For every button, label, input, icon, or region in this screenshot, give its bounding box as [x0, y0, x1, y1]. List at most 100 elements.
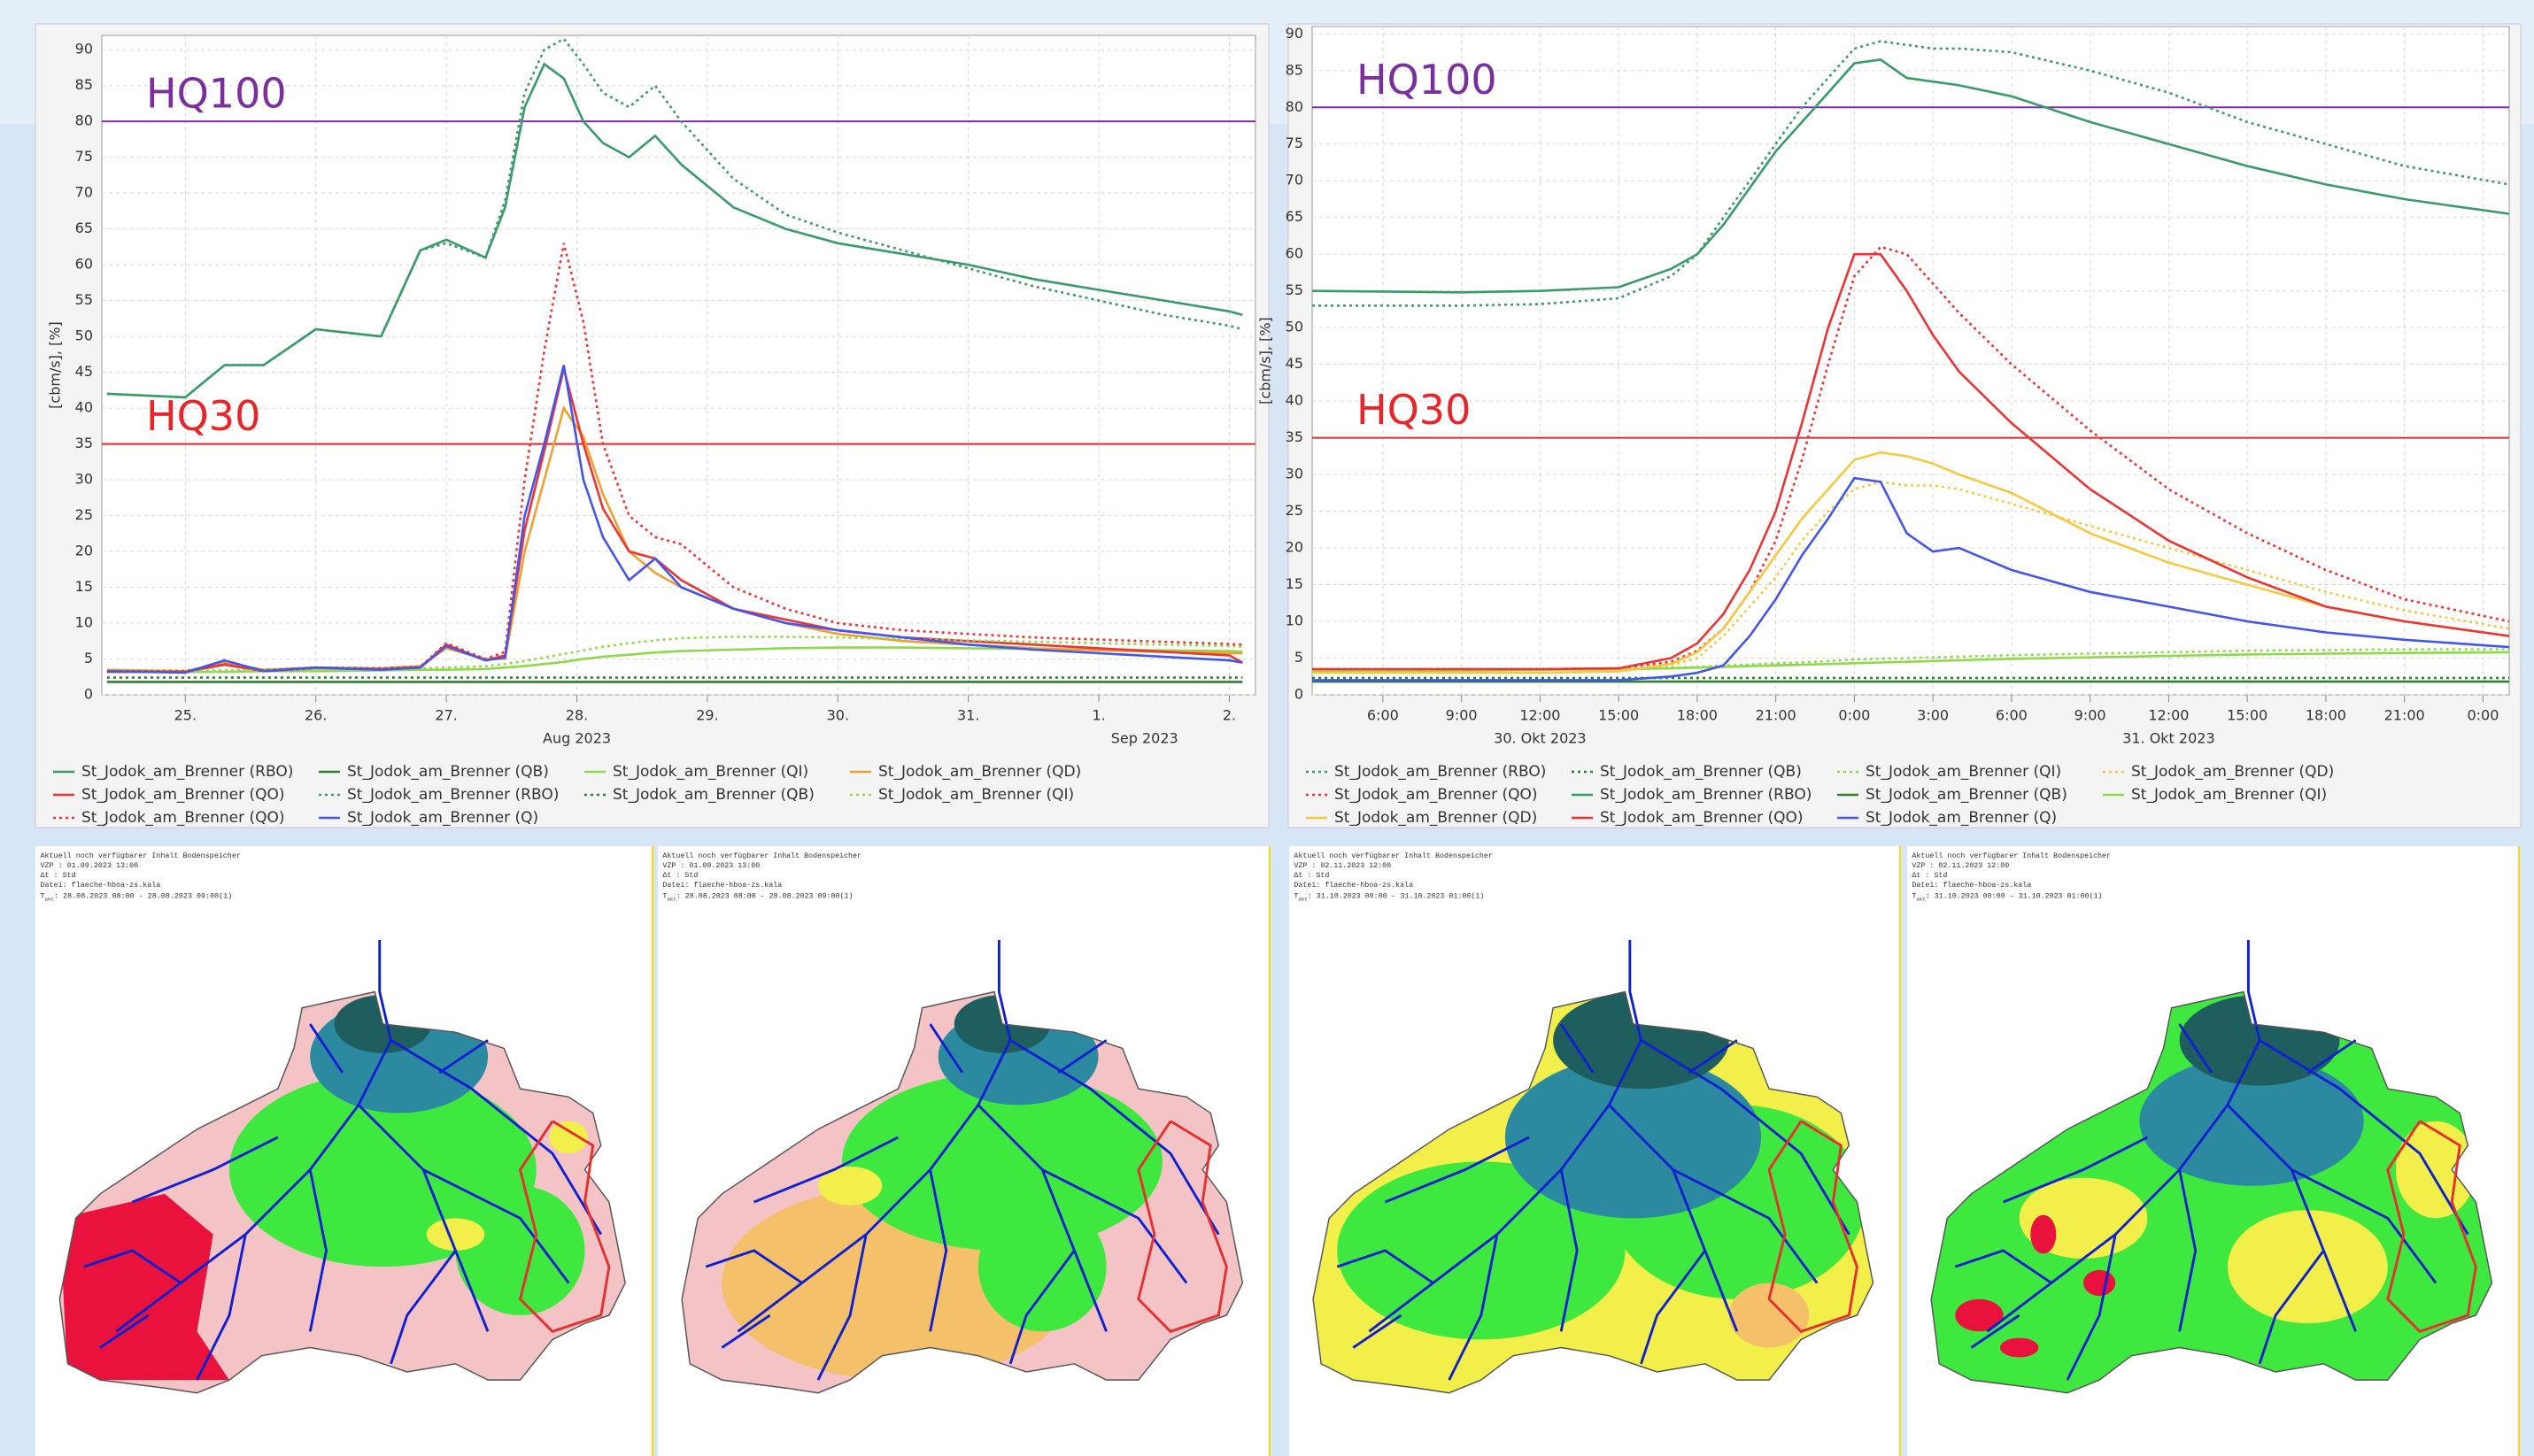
series-line — [1312, 252, 2510, 671]
legend-label: St_Jodok_am_Brenner (RBO) — [347, 786, 559, 804]
legend-label: St_Jodok_am_Brenner (QB) — [613, 786, 815, 804]
y-tick-label: 55 — [1286, 281, 1303, 298]
y-tick-label: 85 — [75, 76, 93, 93]
legend-label: St_Jodok_am_Brenner (QD) — [1334, 809, 1537, 827]
map-time-line: Takt: 28.08.2023 08:00 - 28.08.2023 09:0… — [662, 892, 853, 902]
legend-label: St_Jodok_am_Brenner (QB) — [1600, 763, 1802, 781]
time-symbol: T — [662, 892, 667, 901]
y-tick-label: 25 — [1286, 502, 1303, 519]
y-tick-label: 30 — [75, 471, 93, 488]
legend-label: St_Jodok_am_Brenner (QO) — [1600, 809, 1804, 827]
y-axis-title: [cbm/s], [%] — [1257, 317, 1274, 404]
x-tick-label: 0:00 — [2467, 707, 2499, 724]
y-tick-label: 45 — [75, 363, 93, 380]
legend-label: St_Jodok_am_Brenner (RBO) — [1600, 786, 1812, 804]
time-range: : 28.08.2023 08:00 - 28.08.2023 09:00(1) — [676, 892, 854, 901]
y-tick-label: 0 — [84, 686, 93, 703]
x-group-label: 30. Okt 2023 — [1494, 730, 1586, 747]
y-tick-label: 50 — [75, 327, 93, 344]
series-line — [1312, 245, 2510, 671]
y-tick-label: 75 — [1286, 135, 1303, 151]
x-tick-label: 31. — [957, 707, 979, 724]
legend-label: St_Jodok_am_Brenner (QD) — [2131, 763, 2334, 781]
y-tick-label: 80 — [1286, 98, 1303, 115]
x-tick-label: 29. — [696, 707, 718, 724]
time-subscript: akt — [1916, 896, 1925, 902]
series-line — [1312, 476, 2510, 682]
x-tick-label: 15:00 — [1598, 707, 1639, 724]
legend-label: St_Jodok_am_Brenner (QO) — [81, 809, 285, 827]
map-header-line: Datei: flaeche-hboa-zs.kala — [662, 881, 782, 890]
legend-label: St_Jodok_am_Brenner (Q) — [1866, 809, 2057, 827]
threshold-label: HQ100 — [146, 70, 287, 118]
time-subscript: akt — [45, 896, 54, 902]
x-tick-label: 18:00 — [1677, 707, 1718, 724]
threshold-label: HQ100 — [1356, 56, 1497, 104]
y-tick-label: 60 — [1286, 245, 1303, 262]
series-line — [106, 365, 1243, 674]
y-tick-label: 40 — [75, 399, 93, 416]
y-axis-title: [cbm/s], [%] — [47, 321, 64, 409]
y-tick-label: 50 — [1286, 319, 1303, 335]
plot-area — [1311, 26, 2510, 696]
y-tick-label: 45 — [1286, 355, 1303, 372]
series-line — [106, 37, 1243, 399]
y-tick-label: 20 — [1286, 539, 1303, 556]
x-tick-label: 15:00 — [2227, 707, 2267, 724]
map-header-line: VZP : 01.09.2023 13:00 — [40, 861, 138, 870]
legend-label: St_Jodok_am_Brenner (QB) — [347, 763, 549, 781]
y-tick-label: 90 — [75, 41, 93, 58]
map-panel: Aktuell noch verfügbarer Inhalt Bodenspe… — [35, 846, 654, 1456]
time-symbol: T — [1294, 892, 1298, 901]
map-header-line: Datei: flaeche-hboa-zs.kala — [40, 881, 160, 890]
threshold-label: HQ30 — [146, 392, 260, 440]
x-tick-label: 12:00 — [2148, 707, 2189, 724]
plot-area — [101, 35, 1256, 696]
time-range: : 28.08.2023 08:00 - 28.08.2023 09:00(1) — [54, 892, 232, 901]
map-panel: Aktuell noch verfügbarer Inhalt Bodenspe… — [1907, 846, 2521, 1456]
legend-label: St_Jodok_am_Brenner (QO) — [81, 786, 285, 804]
map-panel: Aktuell noch verfügbarer Inhalt Bodenspe… — [1289, 846, 1902, 1456]
x-tick-label: 28. — [566, 707, 588, 724]
x-tick-label: 26. — [305, 707, 327, 724]
map-header-line: Aktuell noch verfügbarer Inhalt Bodenspe… — [40, 851, 240, 860]
y-tick-label: 55 — [75, 291, 93, 308]
legend-label: St_Jodok_am_Brenner (Q) — [347, 809, 538, 827]
x-tick-label: 9:00 — [1446, 707, 1478, 724]
map-fill — [59, 991, 626, 1393]
legend-label: St_Jodok_am_Brenner (QI) — [2131, 786, 2327, 804]
y-tick-label: 35 — [75, 435, 93, 451]
y-tick-label: 65 — [1286, 208, 1303, 225]
y-tick-label: 85 — [1286, 61, 1303, 78]
threshold-label: HQ30 — [1356, 386, 1471, 434]
x-tick-label: 27. — [435, 707, 457, 724]
map-header-line: Aktuell noch verfügbarer Inhalt Bodenspe… — [1912, 851, 2111, 860]
time-subscript: akt — [1298, 896, 1307, 902]
x-tick-label: 3:00 — [1917, 707, 1949, 724]
x-tick-label: 2. — [1223, 707, 1236, 724]
series-line — [1312, 40, 2510, 307]
x-tick-label: 9:00 — [2074, 707, 2106, 724]
time-symbol: T — [1912, 892, 1916, 901]
x-tick-label: 6:00 — [1367, 707, 1399, 724]
x-tick-label: 21:00 — [1756, 707, 1796, 724]
map-header-line: VZP : 02.11.2023 12:00 — [1912, 861, 2009, 870]
y-tick-label: 65 — [75, 220, 93, 236]
y-tick-label: 15 — [75, 578, 93, 595]
y-tick-label: 75 — [75, 148, 93, 165]
y-tick-label: 5 — [1294, 649, 1303, 666]
y-tick-label: 10 — [75, 614, 93, 631]
legend-label: St_Jodok_am_Brenner (QD) — [878, 763, 1081, 781]
y-tick-label: 30 — [1286, 466, 1303, 482]
x-tick-label: 6:00 — [1996, 707, 2028, 724]
legend-label: St_Jodok_am_Brenner (QO) — [1334, 786, 1538, 804]
map-panel: Aktuell noch verfügbarer Inhalt Bodenspe… — [658, 846, 1271, 1456]
y-tick-label: 40 — [1286, 392, 1303, 409]
y-tick-label: 20 — [75, 543, 93, 559]
series-line — [1312, 451, 2510, 674]
y-tick-label: 90 — [1286, 25, 1303, 42]
y-tick-label: 70 — [75, 184, 93, 201]
map-header-line: Δt : Std — [40, 871, 75, 880]
legend-label: St_Jodok_am_Brenner (RBO) — [1334, 763, 1546, 781]
